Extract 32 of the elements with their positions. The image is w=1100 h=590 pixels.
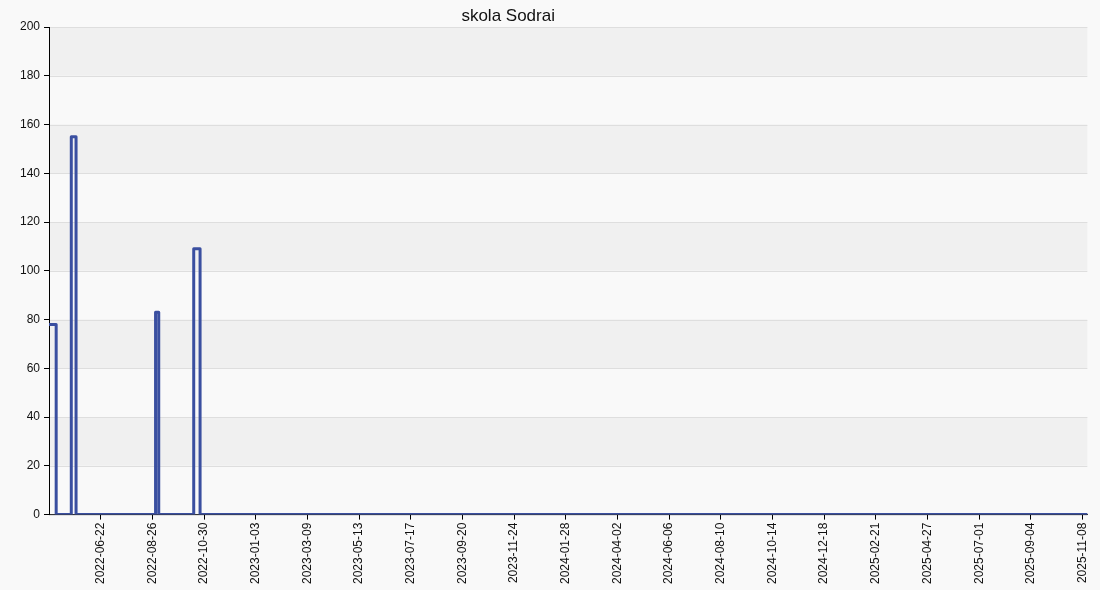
x-tick-label: 2023-11-24 (506, 522, 521, 584)
y-tick-label: 80 (26, 311, 41, 326)
x-tick-label: 2022-10-30 (196, 522, 211, 585)
y-tick-label: 40 (26, 409, 41, 424)
y-tick-label: 200 (19, 19, 41, 34)
x-tick-label: 2024-01-28 (558, 522, 573, 585)
chart-title: skola Sodrai (461, 6, 555, 25)
y-tick-label: 160 (19, 116, 41, 131)
x-tick-label: 2025-09-04 (1023, 522, 1038, 585)
x-tick-label: 2023-09-20 (454, 522, 469, 585)
y-tick-label: 60 (26, 360, 41, 375)
y-tick-label: 180 (19, 68, 41, 83)
y-tick-label: 140 (19, 165, 41, 180)
y-tick-label: 120 (19, 214, 41, 229)
x-tick-label: 2023-03-09 (299, 522, 314, 585)
y-tick-label: 0 (33, 506, 41, 521)
x-tick-label: 2023-01-03 (248, 522, 263, 585)
x-tick-label: 2022-08-26 (144, 522, 159, 585)
y-tick-label: 20 (26, 458, 41, 473)
x-tick-label: 2024-12-18 (816, 522, 831, 585)
x-tick-label: 2025-02-21 (868, 522, 883, 585)
x-tick-label: 2023-07-17 (403, 522, 418, 585)
x-tick-label: 2025-04-27 (919, 522, 934, 585)
x-tick-label: 2024-04-02 (609, 522, 624, 585)
x-tick-label: 2022-06-22 (93, 522, 108, 585)
x-tick-label: 2025-07-01 (971, 522, 986, 585)
x-tick-label: 2025-11-08 (1074, 522, 1089, 584)
x-tick-label: 2024-08-10 (713, 522, 728, 585)
x-tick-label: 2024-06-06 (661, 522, 676, 585)
y-tick-label: 100 (19, 263, 41, 278)
x-tick-label: 2023-05-13 (351, 522, 366, 585)
x-tick-label: 2024-10-14 (764, 522, 779, 585)
